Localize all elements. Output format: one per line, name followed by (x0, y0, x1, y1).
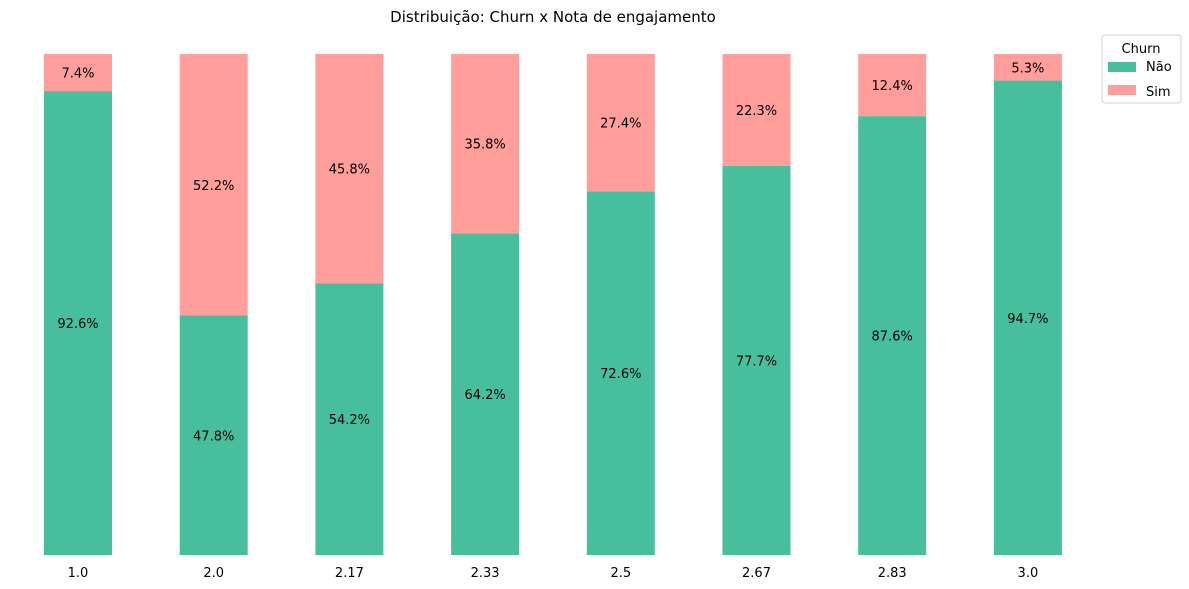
data-label-sim-2-67: 22.3% (736, 104, 777, 119)
bar-sim-2-5 (586, 54, 655, 192)
data-label-nao-2-5: 72.6% (600, 367, 641, 382)
bars-group (44, 54, 1062, 556)
data-labels-group: 92.6% 7.4% 47.8% 52.2% 54.2% 45.8% 64.2% 35.8% 7… (57, 61, 1048, 444)
data-label-nao-2-33: 64.2% (464, 388, 505, 403)
bar-sim-2-83 (858, 54, 927, 117)
bar-nao-1-0 (44, 91, 112, 555)
x-axis-tick-labels: 1.0 2.0 2.17 2.33 2.5 2.67 2.83 3.0 (68, 566, 1039, 581)
x-tick-label-2-33: 2.33 (471, 566, 500, 581)
bar-nao-2-0 (179, 315, 248, 555)
x-tick-label-2-5: 2.5 (610, 566, 631, 581)
data-label-nao-2-83: 87.6% (872, 330, 913, 345)
x-tick-label-2-17: 2.17 (335, 566, 364, 581)
data-label-nao-2-0: 47.8% (193, 429, 234, 444)
bar-sim-3-0 (993, 54, 1062, 81)
data-label-nao-1-0: 92.6% (57, 317, 98, 332)
bar-nao-2-33 (451, 233, 520, 555)
x-tick-label-2-0: 2.0 (203, 566, 224, 581)
x-tick-label-1-0: 1.0 (68, 566, 89, 581)
data-label-sim-3-0: 5.3% (1011, 61, 1044, 76)
x-tick-label-2-83: 2.83 (878, 566, 907, 581)
legend-swatch-nao (1108, 62, 1136, 72)
x-tick-label-2-67: 2.67 (742, 566, 771, 581)
bar-nao-3-0 (993, 80, 1062, 555)
data-label-nao-2-67: 77.7% (736, 354, 777, 369)
legend: Churn Não Sim (1101, 34, 1182, 104)
data-label-sim-2-0: 52.2% (193, 179, 234, 194)
chart-title: Distribuição: Churn x Nota de engajament… (390, 8, 716, 26)
bar-nao-2-83 (858, 116, 927, 556)
data-label-nao-3-0: 94.7% (1007, 312, 1048, 327)
legend-label-sim: Sim (1146, 85, 1171, 100)
data-label-sim-2-83: 12.4% (872, 79, 913, 94)
bar-sim-2-33 (451, 54, 520, 234)
bar-sim-2-67 (722, 54, 791, 166)
bar-sim-2-0 (179, 54, 248, 316)
legend-label-nao: Não (1146, 60, 1172, 75)
data-label-nao-2-17: 54.2% (329, 413, 370, 428)
legend-title: Churn (1122, 42, 1161, 57)
legend-swatch-sim (1108, 85, 1136, 95)
data-label-sim-1-0: 7.4% (61, 67, 94, 82)
bar-nao-2-5 (586, 191, 655, 556)
data-label-sim-2-33: 35.8% (464, 138, 505, 153)
bar-nao-2-67 (722, 165, 791, 555)
data-label-sim-2-17: 45.8% (329, 163, 370, 178)
bar-sim-1-0 (44, 54, 112, 92)
x-tick-label-3-0: 3.0 (1018, 566, 1039, 581)
bar-sim-2-17 (315, 54, 384, 284)
data-label-sim-2-5: 27.4% (600, 117, 641, 132)
bar-nao-2-17 (315, 283, 384, 555)
